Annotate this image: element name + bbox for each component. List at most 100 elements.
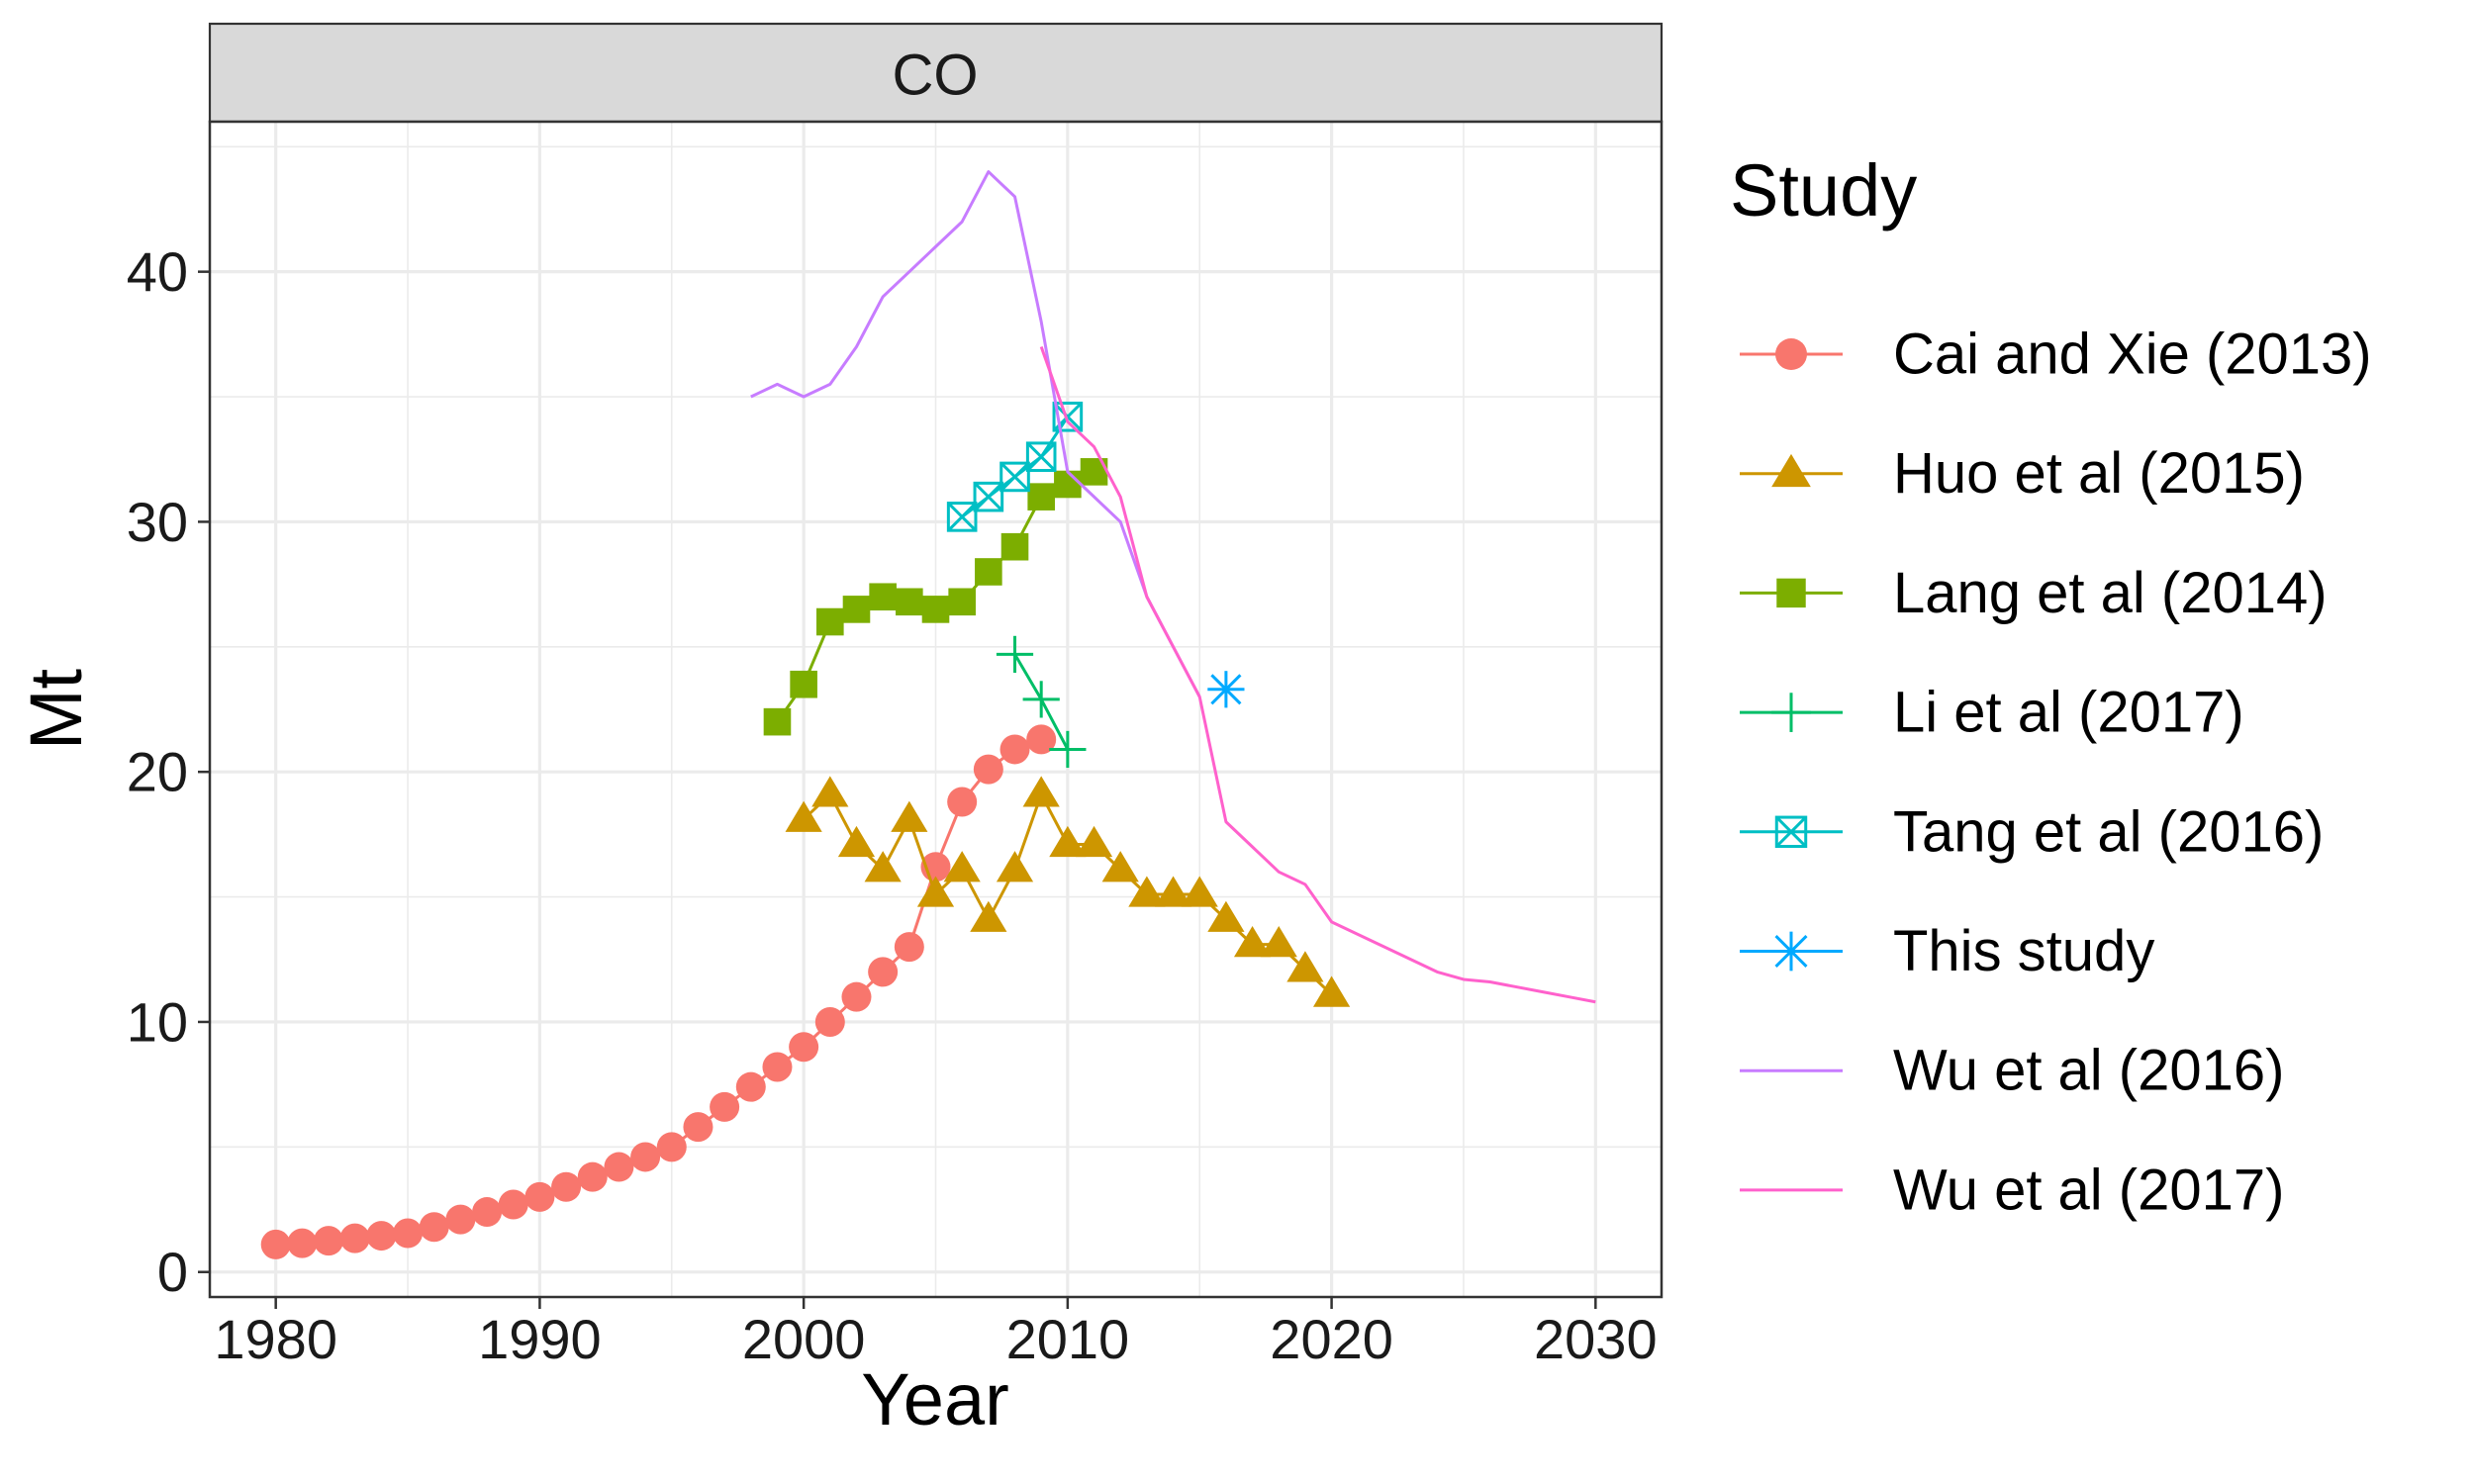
series-6: [750, 170, 1201, 698]
legend-item: This study: [1740, 919, 2154, 983]
point-box: [1774, 815, 1808, 849]
legend-label: This study: [1893, 919, 2154, 983]
point-triangle: [1233, 926, 1272, 958]
point-cross-b: [999, 462, 1030, 492]
point-square: [842, 596, 871, 623]
point-circle: [314, 1226, 344, 1256]
point-circle: [894, 932, 924, 963]
series-3: [996, 635, 1087, 769]
point-box: [1025, 441, 1057, 473]
y-tick-label: 0: [157, 1241, 188, 1303]
point-circle: [814, 1006, 845, 1037]
point-boxcross: [1774, 815, 1808, 849]
point-square: [896, 588, 923, 616]
legend-label: Lang et al (2014): [1893, 561, 2328, 625]
point-triangle: [996, 851, 1034, 882]
point-circle: [1775, 338, 1807, 370]
x-tick-label: 1990: [478, 1308, 602, 1370]
point-plus: [996, 635, 1034, 673]
point-box: [1052, 401, 1084, 432]
x-tick-label: 2010: [1006, 1308, 1130, 1370]
point-circle: [735, 1071, 766, 1102]
point-triangle: [1181, 876, 1218, 907]
series-1: [785, 776, 1351, 1007]
y-axis-label: Mt: [15, 668, 97, 750]
point-circle: [789, 1032, 819, 1063]
point-circle: [656, 1132, 687, 1162]
point-circle: [419, 1212, 449, 1243]
point-ast-b: [1210, 674, 1242, 705]
point-boxcross: [946, 502, 978, 532]
legend-item: Lang et al (2014): [1740, 561, 2328, 625]
point-triangle: [864, 851, 902, 882]
point-triangle: [943, 851, 981, 882]
point-square: [1000, 532, 1029, 561]
facet-strip: [208, 22, 1664, 124]
point-plus: [1022, 681, 1060, 718]
legend-items: Cai and Xie (2013) Huo et al (2015) Lang e…: [1740, 323, 2372, 1222]
point-circle: [841, 981, 872, 1012]
point-circle: [339, 1223, 370, 1253]
legend-item: Wu et al (2016): [1740, 1039, 2284, 1103]
point-cross-b: [947, 502, 978, 532]
point-triangle: [1286, 951, 1324, 982]
point-square: [790, 670, 817, 698]
legend-label: Wu et al (2016): [1893, 1039, 2284, 1103]
point-square: [816, 607, 844, 636]
point-box: [973, 481, 1004, 512]
point-circle: [999, 734, 1030, 765]
point-triangle: [785, 800, 822, 832]
grid-minor: [210, 122, 1662, 1297]
series-layer: [260, 170, 1596, 1259]
point-circle: [472, 1197, 503, 1228]
point-triangle: [1022, 776, 1060, 807]
series-line: [1039, 345, 1596, 1004]
point-circle: [604, 1152, 634, 1182]
x-tick-label: 2000: [742, 1308, 866, 1370]
point-cross-b: [1026, 441, 1057, 472]
point-ast-b: [1774, 934, 1808, 969]
point-triangle: [811, 776, 849, 807]
series-5: [1207, 671, 1245, 708]
point-triangle: [1312, 975, 1351, 1007]
point-square: [869, 583, 897, 611]
point-circle: [762, 1052, 793, 1082]
x-tick-label: 1980: [214, 1308, 337, 1370]
legend-item: Cai and Xie (2013): [1740, 323, 2372, 387]
point-cross-b: [973, 482, 1003, 512]
point-circle: [445, 1204, 476, 1235]
legend-item: Tang et al (2016): [1740, 799, 2324, 864]
point-circle: [710, 1091, 740, 1122]
point-circle: [868, 957, 899, 987]
legend-item: Li et al (2017): [1740, 681, 2244, 745]
x-axis: 1980 1990 2000 2010 2020 2030: [214, 1297, 1658, 1370]
grid-major: [210, 122, 1662, 1297]
y-tick-label: 10: [127, 990, 188, 1053]
point-box: [999, 461, 1030, 493]
x-axis-label: Year: [861, 1358, 1009, 1440]
y-tick-label: 40: [127, 240, 188, 303]
point-triangle: [891, 800, 928, 832]
point-triangle: [1207, 900, 1245, 932]
plot-border: [208, 120, 1664, 1299]
point-square: [975, 558, 1002, 586]
series-7: [1039, 345, 1596, 1004]
point-circle: [393, 1218, 424, 1249]
y-axis: 0 10 20 30 40: [127, 240, 210, 1303]
series-0: [260, 724, 1057, 1259]
y-tick-label: 20: [127, 741, 188, 803]
point-cross-b: [1775, 816, 1807, 848]
series-line: [750, 170, 1201, 698]
point-square: [921, 596, 950, 623]
point-circle: [287, 1228, 318, 1258]
point-triangle: [1101, 851, 1139, 882]
point-asterisk: [1771, 931, 1811, 972]
point-boxcross: [999, 461, 1030, 493]
point-box: [946, 502, 978, 532]
point-circle: [498, 1189, 528, 1220]
point-triangle: [1128, 876, 1166, 907]
point-square: [1027, 483, 1055, 510]
point-circle: [260, 1229, 291, 1259]
point-circle: [683, 1112, 714, 1143]
